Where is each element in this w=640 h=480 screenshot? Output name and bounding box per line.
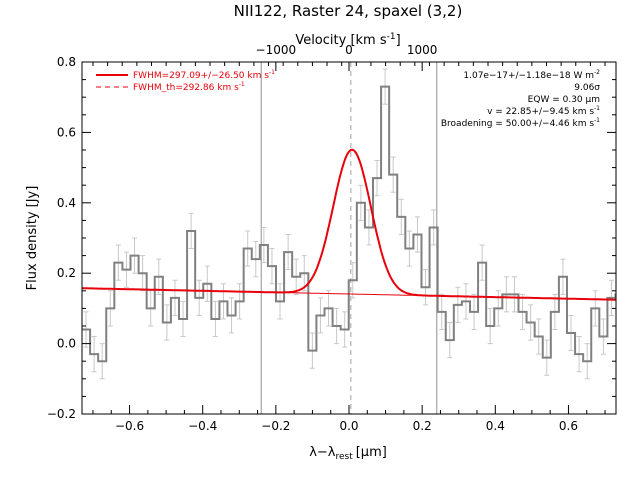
x-axis-label-unit: [μm]	[356, 445, 387, 460]
top-tick-label: 0	[345, 43, 353, 57]
annotation-flux: 1.07e−17+/−1.18e−18 W m-2	[463, 69, 600, 81]
annotation-velocity-text: v = 22.85+/−9.45 km s	[487, 107, 594, 117]
annotation-velocity: v = 22.85+/−9.45 km s-1	[487, 105, 600, 117]
top-axis-label-text: Velocity [km s	[295, 33, 387, 48]
x-tick-label: −0.6	[115, 419, 144, 433]
annotation-broadening-text: Broadening = 50.00+/−4.46 km s	[441, 119, 594, 129]
top-axis-label-sup: -1	[387, 32, 396, 42]
legend-item-fwhm-sup: -1	[269, 69, 275, 76]
legend-item-fwhm-th: FWHM_th=292.86 km s-1	[133, 81, 245, 93]
top-tick-label: −1000	[256, 43, 297, 57]
y-tick-label: 0.2	[57, 266, 76, 280]
chart-title: NII122, Raster 24, spaxel (3,2)	[234, 2, 463, 20]
top-tick-label: 1000	[407, 43, 438, 57]
x-tick-label: 0.0	[339, 419, 358, 433]
x-tick-label: 0.4	[486, 419, 505, 433]
annotation-broadening: Broadening = 50.00+/−4.46 km s-1	[441, 117, 600, 129]
y-axis-label-text: Flux density [Jy]	[25, 186, 40, 291]
annotation-flux-sup: -2	[594, 69, 600, 76]
annotation-sigma-text: 9.06σ	[574, 83, 600, 93]
legend-item-fwhm: FWHM=297.09+/−26.50 km s-1	[133, 69, 275, 81]
x-axis-label-text: λ−λ	[309, 445, 336, 460]
y-tick-label: 0.4	[57, 196, 76, 210]
y-tick-label: −0.2	[47, 407, 76, 421]
fit-annotations: 1.07e−17+/−1.18e−18 W m-2 9.06σ EQW = 0.…	[441, 69, 600, 129]
x-axis-label: λ−λrest [μm]	[309, 445, 387, 462]
x-tick-label: −0.4	[188, 419, 217, 433]
annotation-flux-text: 1.07e−17+/−1.18e−18 W m	[463, 71, 594, 81]
y-tick-label: 0.8	[57, 55, 76, 69]
y-tick-label: 0.0	[57, 337, 76, 351]
plot-area: −0.6 −0.4 −0.2 0.0 0.2 0.4 0.6 −1000 0 1000 −0.2 0.…	[47, 43, 617, 433]
x-axis-label-sub: rest	[335, 452, 353, 462]
y-axis-label: Flux density [Jy]	[25, 186, 40, 291]
spectrum-histogram	[82, 85, 617, 363]
legend-item-fwhm-text: FWHM=297.09+/−26.50 km s	[133, 71, 269, 81]
annotation-sigma: 9.06σ	[574, 83, 600, 93]
annotation-velocity-sup: -1	[594, 105, 600, 112]
y-tick-label: 0.6	[57, 125, 76, 139]
x-tick-label: −0.2	[261, 419, 290, 433]
top-axis-label-end: ]	[396, 33, 401, 48]
legend-item-fwhm-th-text: FWHM_th=292.86 km s	[133, 83, 239, 93]
annotation-eqw: EQW = 0.30 μm	[528, 95, 600, 105]
x-tick-label: 0.2	[413, 419, 432, 433]
top-axis-label: Velocity [km s-1]	[295, 32, 400, 48]
annotation-eqw-text: EQW = 0.30 μm	[528, 95, 600, 105]
legend: FWHM=297.09+/−26.50 km s-1 FWHM_th=292.8…	[96, 69, 275, 93]
x-tick-label: 0.6	[559, 419, 578, 433]
gaussian-fit-curve	[81, 148, 616, 301]
annotation-broadening-sup: -1	[594, 117, 600, 124]
chart-title-text: NII122, Raster 24, spaxel (3,2)	[234, 2, 463, 20]
legend-item-fwhm-th-sup: -1	[239, 81, 245, 88]
